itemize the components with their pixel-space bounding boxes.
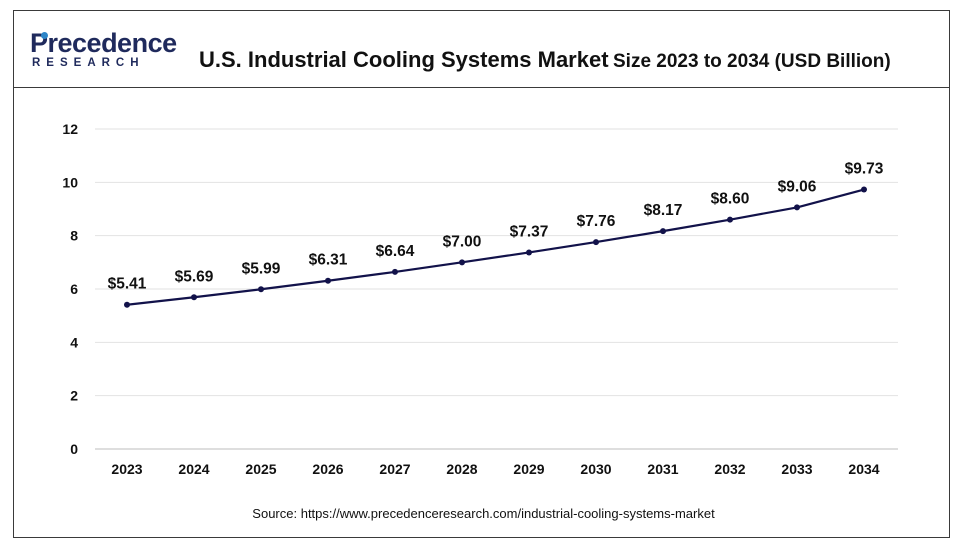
data-point <box>526 249 532 256</box>
chart-frame <box>13 10 950 538</box>
data-points <box>124 186 867 308</box>
y-tick-label: 0 <box>70 441 78 457</box>
x-tick-label: 2026 <box>312 461 343 477</box>
x-tick-label: 2024 <box>178 461 209 477</box>
data-labels: $5.41 $5.69 $5.99 $6.31 $6.64 $7.00 $7.37 $7.76… <box>108 161 884 293</box>
data-label: $9.73 <box>845 161 884 178</box>
data-point <box>325 277 331 284</box>
x-axis-ticks: 2023 2024 2025 2026 2027 2028 2029 2030 2031 2032… <box>111 461 879 477</box>
logo-name: Precedence <box>30 28 177 58</box>
chart-title: U.S. Industrial Cooling Systems Market S… <box>199 46 891 77</box>
series-line-group <box>126 188 865 306</box>
data-point <box>660 228 666 235</box>
header-bar: Precedence RESEARCH U.S. Industrial Cool… <box>13 10 950 88</box>
data-label: $5.41 <box>108 276 147 293</box>
data-label: $7.76 <box>577 213 616 230</box>
data-label: $8.60 <box>711 191 750 208</box>
x-tick-label: 2025 <box>245 461 276 477</box>
logo-subtitle: RESEARCH <box>32 57 145 69</box>
data-point <box>861 186 867 193</box>
data-label: $9.06 <box>778 178 817 195</box>
data-label: $8.17 <box>644 202 683 219</box>
y-tick-label: 6 <box>70 281 78 297</box>
data-point <box>459 259 465 266</box>
data-label: $6.31 <box>309 252 348 269</box>
y-tick-label: 12 <box>62 121 78 137</box>
y-axis-ticks: 0 2 4 6 8 10 12 <box>62 121 78 457</box>
data-label: $5.99 <box>242 260 281 277</box>
x-tick-label: 2029 <box>513 461 544 477</box>
data-label: $7.00 <box>443 233 482 250</box>
data-point <box>258 286 264 293</box>
data-point <box>191 294 197 301</box>
data-point <box>124 301 130 308</box>
y-tick-label: 2 <box>70 388 78 404</box>
x-tick-label: 2030 <box>580 461 611 477</box>
logo-accent-dot <box>41 32 48 39</box>
x-tick-label: 2027 <box>379 461 410 477</box>
x-tick-label: 2028 <box>446 461 477 477</box>
data-point <box>794 204 800 211</box>
x-tick-label: 2034 <box>848 461 879 477</box>
y-tick-label: 10 <box>62 174 78 190</box>
data-point <box>727 216 733 223</box>
x-tick-label: 2023 <box>111 461 142 477</box>
y-tick-label: 4 <box>70 334 78 350</box>
data-label: $7.37 <box>510 223 549 240</box>
data-point <box>593 239 599 246</box>
data-label: $6.64 <box>376 243 415 260</box>
brand-logo: Precedence RESEARCH <box>30 28 177 72</box>
x-tick-label: 2031 <box>647 461 678 477</box>
data-point <box>392 268 398 275</box>
series-line <box>126 188 865 306</box>
y-tick-label: 8 <box>70 228 78 244</box>
chart-title-main: U.S. Industrial Cooling Systems Market <box>199 47 609 72</box>
data-label: $5.69 <box>175 268 214 285</box>
source-note: Source: https://www.precedenceresearch.c… <box>252 506 715 521</box>
grid-lines <box>95 128 898 450</box>
x-tick-label: 2032 <box>714 461 745 477</box>
x-tick-label: 2033 <box>781 461 812 477</box>
chart-title-sub: Size 2023 to 2034 (USD Billion) <box>613 51 891 72</box>
